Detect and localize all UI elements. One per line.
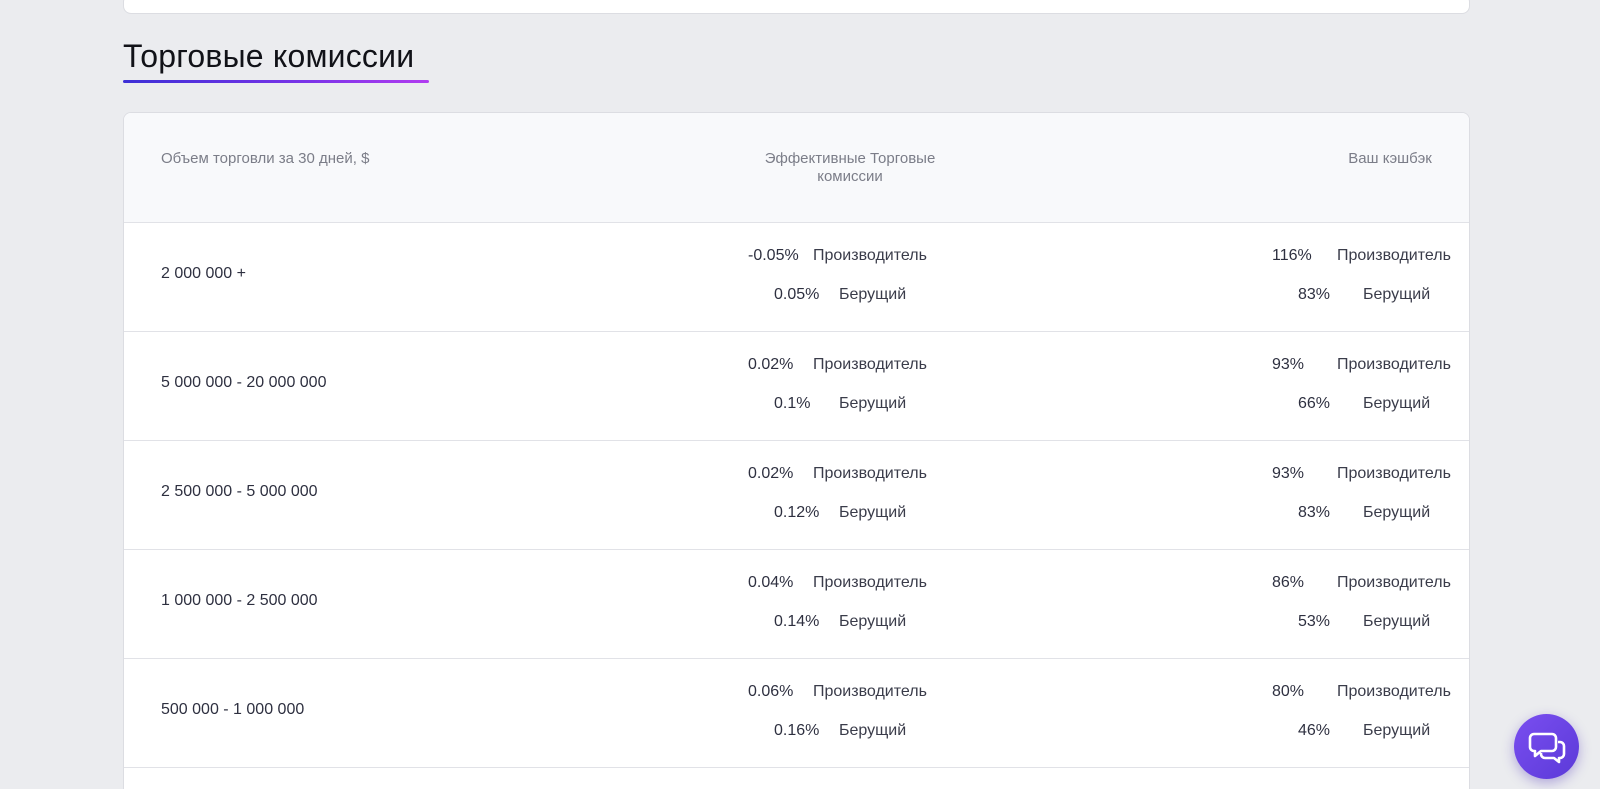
cashback-maker-value: 116%	[1272, 247, 1312, 264]
fees-table: Объем торговли за 30 дней, $ Эффективные…	[123, 112, 1470, 789]
chat-bubbles-icon	[1528, 732, 1565, 763]
row-volume: 500 000 - 1 000 000	[161, 701, 305, 718]
fee-maker-value: 0.06%	[748, 683, 794, 700]
cashback-taker-value: 46%	[1298, 722, 1331, 739]
fee-maker-label: Производитель	[813, 247, 927, 264]
fee-maker-value: 0.02%	[748, 356, 794, 373]
header-volume: Объем торговли за 30 дней, $	[161, 150, 370, 167]
table-row: 2 500 000 - 5 000 000 0.02% Производитель 0…	[124, 441, 1469, 550]
table-body: 2 000 000 + -0.05% Производитель 0.05% Берущ…	[124, 223, 1469, 768]
cashback-maker-value: 93%	[1272, 356, 1305, 373]
fee-taker-label: Берущий	[839, 722, 907, 739]
fee-taker-value: 0.05%	[774, 286, 820, 303]
fee-taker-value: 0.16%	[774, 722, 820, 739]
table-row: 2 000 000 + -0.05% Производитель 0.05% Берущ…	[124, 223, 1469, 332]
header-fees: Эффективные Торговые комиссии	[764, 150, 936, 185]
cashback-taker-label: Берущий	[1363, 722, 1431, 739]
chat-button[interactable]	[1514, 714, 1579, 779]
cashback-taker-value: 83%	[1298, 286, 1331, 303]
table-header: Объем торговли за 30 дней, $ Эффективные…	[124, 113, 1469, 223]
previous-section-card	[123, 0, 1470, 14]
cashback-taker-value: 83%	[1298, 504, 1331, 521]
fee-taker-label: Берущий	[839, 504, 907, 521]
cashback-maker-value: 80%	[1272, 683, 1305, 700]
row-volume: 2 000 000 +	[161, 265, 246, 282]
table-row: 500 000 - 1 000 000 0.06% Производитель 0.1…	[124, 659, 1469, 768]
fee-maker-value: 0.02%	[748, 465, 794, 482]
cashback-taker-label: Берущий	[1363, 395, 1431, 412]
fee-maker-label: Производитель	[813, 683, 927, 700]
cashback-taker-label: Берущий	[1363, 613, 1431, 630]
cashback-maker-label: Производитель	[1337, 574, 1451, 591]
table-row: 1 000 000 - 2 500 000 0.04% Производитель 0…	[124, 550, 1469, 659]
row-volume: 5 000 000 - 20 000 000	[161, 374, 327, 391]
fee-taker-value: 0.1%	[774, 395, 811, 412]
fee-maker-value: 0.04%	[748, 574, 794, 591]
row-volume: 2 500 000 - 5 000 000	[161, 483, 318, 500]
title-underline	[123, 80, 429, 83]
fee-taker-label: Берущий	[839, 395, 907, 412]
fee-taker-label: Берущий	[839, 613, 907, 630]
cashback-taker-label: Берущий	[1363, 504, 1431, 521]
cashback-taker-label: Берущий	[1363, 286, 1431, 303]
cashback-maker-label: Производитель	[1337, 465, 1451, 482]
fee-maker-value: -0.05%	[748, 247, 799, 264]
cashback-taker-value: 53%	[1298, 613, 1331, 630]
fee-taker-value: 0.12%	[774, 504, 820, 521]
cashback-maker-label: Производитель	[1337, 247, 1451, 264]
cashback-maker-label: Производитель	[1337, 356, 1451, 373]
cashback-maker-label: Производитель	[1337, 683, 1451, 700]
fee-maker-label: Производитель	[813, 356, 927, 373]
cashback-maker-value: 86%	[1272, 574, 1305, 591]
cashback-maker-value: 93%	[1272, 465, 1305, 482]
cashback-taker-value: 66%	[1298, 395, 1331, 412]
table-row: 5 000 000 - 20 000 000 0.02% Производитель…	[124, 332, 1469, 441]
fee-taker-value: 0.14%	[774, 613, 820, 630]
fee-taker-label: Берущий	[839, 286, 907, 303]
header-cashback: Ваш кэшбэк	[1348, 150, 1432, 167]
row-volume: 1 000 000 - 2 500 000	[161, 592, 318, 609]
fee-maker-label: Производитель	[813, 465, 927, 482]
fee-maker-label: Производитель	[813, 574, 927, 591]
section-title: Торговые комиссии	[123, 38, 415, 74]
